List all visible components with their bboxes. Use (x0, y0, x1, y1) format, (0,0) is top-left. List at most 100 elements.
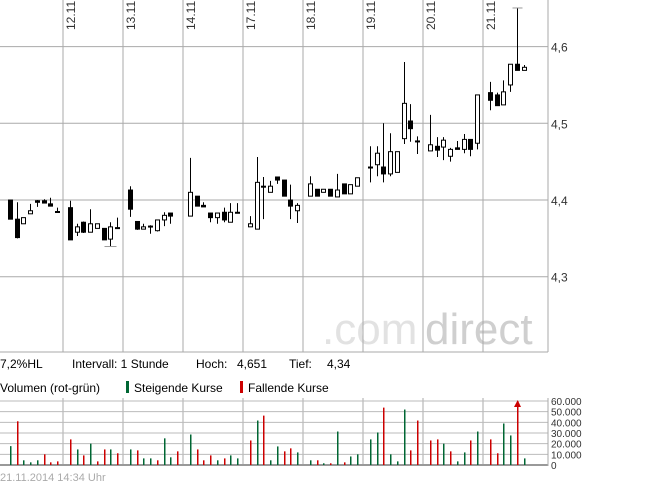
rising-swatch (126, 381, 129, 393)
falling-swatch (240, 381, 243, 393)
volume-bar-rising (377, 432, 379, 465)
candle-falling (342, 183, 347, 195)
y-tick-label: 4,3 (551, 271, 568, 285)
volume-bar-falling (437, 439, 439, 465)
candle-falling (368, 166, 373, 169)
candle-falling (288, 199, 293, 207)
volume-bar-falling (137, 450, 139, 465)
volume-bar-rising (110, 449, 112, 465)
candle-rising (308, 183, 313, 197)
volume-bar-rising (77, 449, 79, 465)
candle-rising (475, 94, 480, 144)
volume-bar-falling (104, 449, 106, 465)
candle-rising (501, 91, 506, 106)
candle-falling (208, 212, 213, 219)
falling-legend: Fallende Kurse (248, 381, 329, 395)
volume-bar-rising (357, 454, 359, 465)
interval-label: Intervall: 1 Stunde (72, 357, 169, 371)
candle-rising (348, 184, 353, 195)
volume-tick-label: 40.000 (551, 418, 582, 429)
volume-bar-falling (57, 461, 59, 465)
candle-falling (128, 189, 133, 210)
volume-bar-rising (457, 461, 459, 465)
candle-falling (408, 120, 413, 130)
candle-falling (15, 218, 20, 239)
candle-falling (455, 147, 460, 150)
volume-bar-falling (284, 451, 286, 465)
volume-bar-rising (310, 460, 312, 465)
volume-bar-falling (83, 455, 85, 465)
candle-falling (48, 203, 53, 207)
candle-falling (68, 207, 73, 241)
candle-falling (315, 188, 320, 197)
candle-rising (75, 226, 80, 233)
volume-tick-label: 60.000 (551, 397, 582, 408)
x-tick-label: 14.11. (184, 0, 198, 30)
hl-value: 7,2%HL (0, 357, 43, 371)
volume-bar-falling (157, 460, 159, 465)
volume-bar-falling (417, 420, 419, 465)
volume-bar-rising (150, 458, 152, 465)
volume-bar-rising (404, 409, 406, 465)
volume-bar-falling (50, 462, 52, 465)
candle-rising (522, 66, 527, 71)
volume-bar-falling (470, 440, 472, 465)
candle-rising (28, 210, 33, 215)
volume-bar-rising (477, 431, 479, 465)
volume-bar-rising (503, 423, 505, 465)
volume-bar-rising (370, 439, 372, 465)
volume-bar-rising (464, 452, 466, 465)
volume-bar-falling (224, 458, 226, 465)
candle-rising (321, 188, 326, 193)
candle-falling (42, 200, 47, 204)
candle-falling (222, 211, 227, 221)
volume-bar-falling (97, 461, 99, 465)
candle-falling (195, 195, 200, 207)
volume-bar-rising (510, 435, 512, 465)
volume-bar-falling (410, 450, 412, 465)
comdirect-watermark: .com direct (322, 305, 533, 354)
candle-rising (155, 219, 160, 232)
x-tick-label: 21.11. (484, 0, 498, 30)
volume-bar-rising (277, 446, 279, 465)
y-tick-label: 4,5 (551, 117, 568, 131)
volume-legend-title: Volumen (rot-grün) (0, 381, 100, 395)
candle-rising (21, 217, 26, 225)
volume-bar-rising (297, 452, 299, 465)
volume-bar-rising (350, 456, 352, 465)
volume-bar-rising (143, 458, 145, 465)
candle-falling (135, 220, 140, 230)
volume-bar-rising (257, 420, 259, 465)
candle-falling (55, 211, 60, 214)
x-tick-label: 12.11. (64, 0, 78, 30)
y-tick-label: 4,6 (551, 41, 568, 55)
candle-rising (375, 152, 380, 166)
candle-falling (35, 200, 40, 203)
candle-falling (381, 166, 386, 175)
volume-bar-rising (164, 438, 166, 465)
candle-rising (228, 211, 233, 223)
volume-bar-rising (37, 460, 39, 465)
candle-rising (141, 226, 146, 230)
candle-rising (215, 212, 220, 219)
volume-bar-rising (23, 460, 25, 465)
candle-rising (355, 177, 360, 187)
candle-falling (235, 211, 240, 214)
volume-bar-falling (383, 407, 385, 465)
y-tick-label: 4,4 (551, 194, 568, 208)
watermark-direct: direct (425, 305, 533, 354)
x-tick-label: 20.11. (424, 0, 438, 30)
volume-bar-falling (330, 463, 332, 465)
candle-falling (81, 221, 86, 233)
low-label: Tief: (289, 357, 312, 371)
candle-falling (488, 92, 493, 101)
candle-falling (168, 212, 173, 217)
candle-rising (402, 102, 407, 140)
volume-bar-rising (270, 460, 272, 465)
volume-bar-rising (10, 446, 12, 465)
volume-bar-falling (517, 401, 519, 465)
candle-falling (148, 225, 153, 228)
volume-bar-falling (210, 455, 212, 465)
